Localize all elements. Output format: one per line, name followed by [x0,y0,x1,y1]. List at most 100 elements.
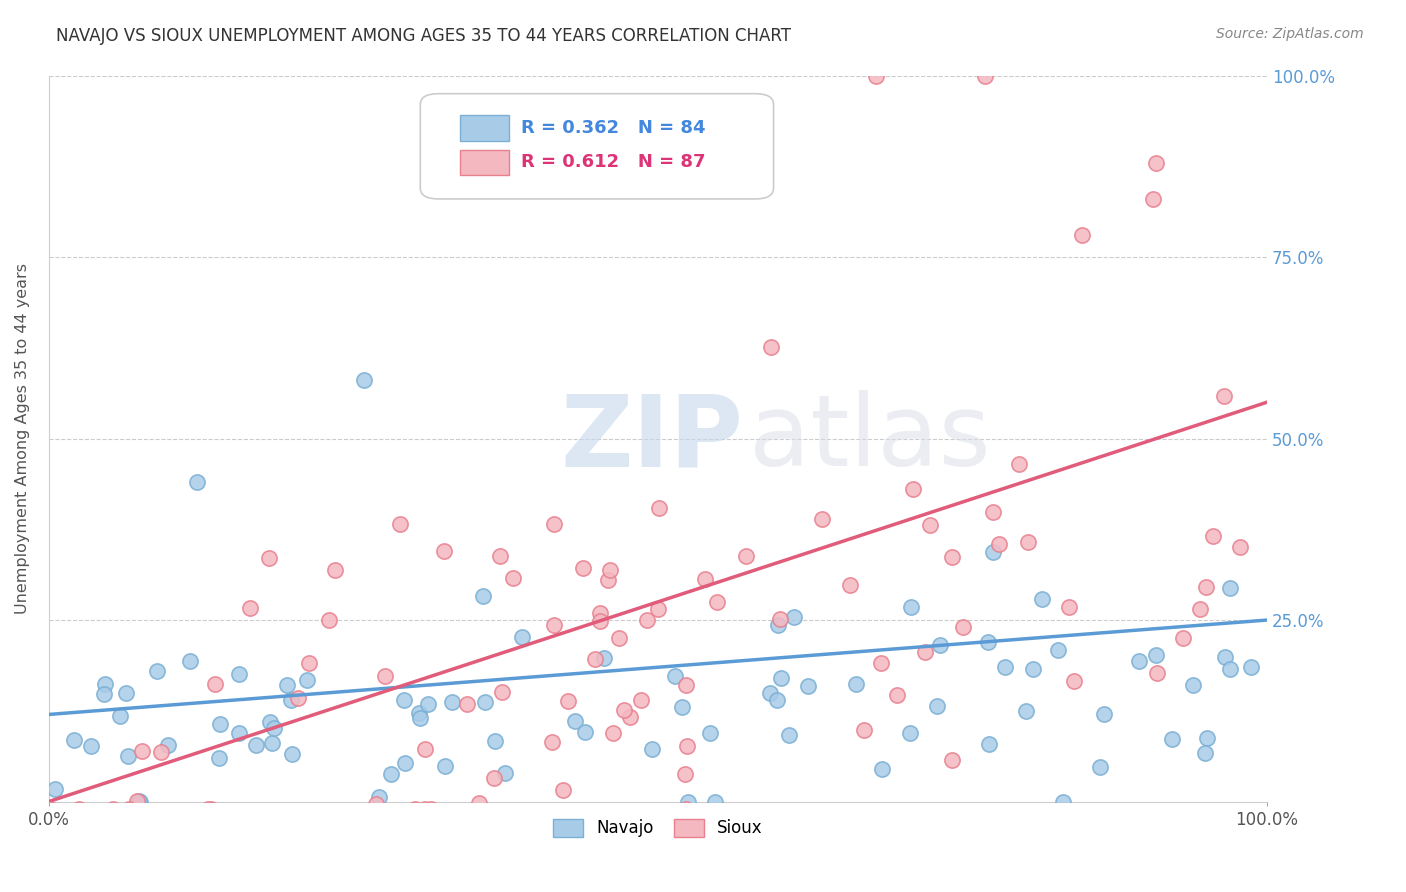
Point [44,781,66,796]
Point [574,724,596,739]
Point [607,631,630,645]
Point [1015,704,1038,718]
Point [675,802,697,816]
Point [588,606,610,620]
Point [197,802,219,816]
Point [987,536,1010,550]
Point [1195,731,1218,746]
Point [128,794,150,808]
Point [1017,534,1039,549]
Point [596,573,619,587]
Point [259,715,281,730]
Point [1213,649,1236,664]
Point [494,766,516,780]
Point [408,706,430,721]
Point [918,517,941,532]
Point [128,795,150,809]
Point [671,700,693,714]
Point [898,726,921,740]
Point [39,802,62,816]
Point [287,690,309,705]
Point [318,613,340,627]
Point [676,739,699,753]
Point [703,795,725,809]
Point [706,595,728,609]
Point [491,685,513,699]
Point [553,783,575,797]
Point [766,693,789,707]
Point [117,749,139,764]
Point [974,69,997,83]
Point [783,610,806,624]
Legend: Navajo, Sioux: Navajo, Sioux [547,812,769,844]
Point [115,686,138,700]
Point [456,698,478,712]
Point [380,766,402,780]
Y-axis label: Unemployment Among Ages 35 to 44 years: Unemployment Among Ages 35 to 44 years [15,263,30,614]
Point [374,669,396,683]
Point [484,771,506,785]
Point [941,753,963,767]
Point [1063,674,1085,689]
Point [1219,581,1241,595]
Point [413,802,436,816]
Point [693,572,716,586]
Point [209,717,232,731]
Point [208,751,231,765]
Point [63,733,86,747]
Point [929,638,952,652]
Point [564,714,586,729]
Point [766,617,789,632]
Point [79,739,101,753]
Point [589,614,612,628]
Point [1182,678,1205,692]
Point [388,516,411,531]
Point [93,686,115,700]
Point [1059,599,1081,614]
Point [297,673,319,688]
Point [263,721,285,735]
Point [94,677,117,691]
Point [676,795,699,809]
Point [131,744,153,758]
Point [979,737,1001,751]
Point [1219,662,1241,676]
Point [156,739,179,753]
Point [262,736,284,750]
Point [735,549,758,563]
Point [543,517,565,532]
Text: NAVAJO VS SIOUX UNEMPLOYMENT AMONG AGES 35 TO 44 YEARS CORRELATION CHART: NAVAJO VS SIOUX UNEMPLOYMENT AMONG AGES … [56,27,792,45]
Text: Source: ZipAtlas.com: Source: ZipAtlas.com [1216,27,1364,41]
Point [630,693,652,707]
Point [1088,760,1111,774]
Point [257,550,280,565]
Point [886,688,908,702]
Point [1240,660,1263,674]
Point [977,635,1000,649]
Point [981,545,1004,559]
Point [1146,666,1168,681]
Point [228,667,250,681]
Point [1213,388,1236,402]
Point [664,669,686,683]
Point [925,699,948,714]
Point [865,69,887,83]
Point [1188,602,1211,616]
Point [1142,192,1164,206]
Point [1144,155,1167,169]
Point [186,475,208,489]
Point [368,789,391,804]
Point [914,645,936,659]
Point [353,374,375,388]
FancyBboxPatch shape [461,115,509,141]
Point [1194,746,1216,760]
Point [150,745,173,759]
Point [769,671,792,685]
Point [1146,648,1168,662]
Point [474,695,496,709]
Point [510,630,533,644]
Point [1071,228,1094,243]
Point [179,654,201,668]
Point [543,618,565,632]
Point [769,612,792,626]
